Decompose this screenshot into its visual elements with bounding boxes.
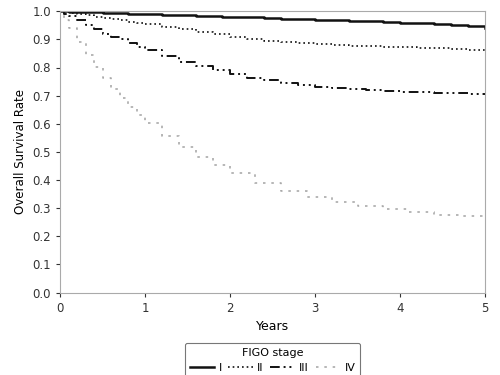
X-axis label: Years: Years: [256, 320, 289, 333]
Legend: I, II, III, IV: I, II, III, IV: [185, 343, 360, 375]
Y-axis label: Overall Survival Rate: Overall Survival Rate: [14, 89, 27, 214]
